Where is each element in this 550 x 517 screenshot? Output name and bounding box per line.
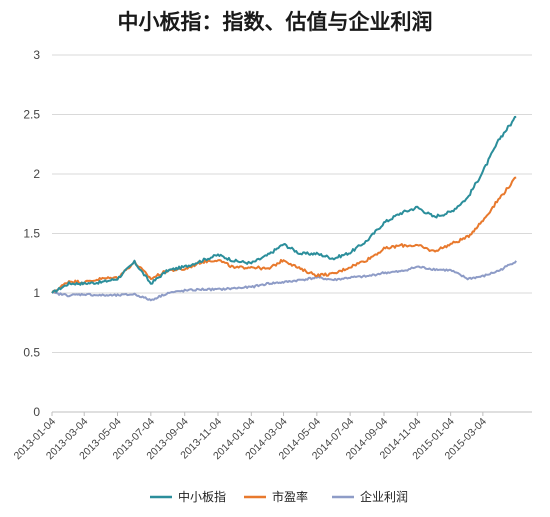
y-tick-label: 2 — [33, 167, 40, 181]
series-line-0 — [51, 115, 517, 294]
y-tick-label: 1 — [33, 286, 40, 300]
x-axis-ticks: 2013-01-042013-03-042013-05-042013-07-04… — [12, 412, 489, 462]
y-tick-label: 3 — [33, 48, 40, 62]
gridlines — [52, 54, 532, 413]
series-lines — [51, 115, 517, 302]
y-tick-label: 0.5 — [23, 346, 40, 360]
chart-title: 中小板指：指数、估值与企业利润 — [117, 10, 433, 34]
y-tick-label: 2.5 — [23, 108, 40, 122]
y-axis-ticks: 0 0.5 1 1.5 2 2.5 3 — [23, 48, 40, 419]
legend: 中小板指 市盈率 企业利润 — [150, 489, 408, 504]
series-line-1 — [51, 176, 517, 294]
legend-label: 中小板指 — [178, 489, 226, 504]
y-tick-label: 1.5 — [23, 227, 40, 241]
legend-label: 市盈率 — [272, 489, 308, 504]
legend-label: 企业利润 — [360, 489, 408, 504]
y-tick-label: 0 — [33, 405, 40, 419]
series-line-2 — [51, 260, 517, 302]
